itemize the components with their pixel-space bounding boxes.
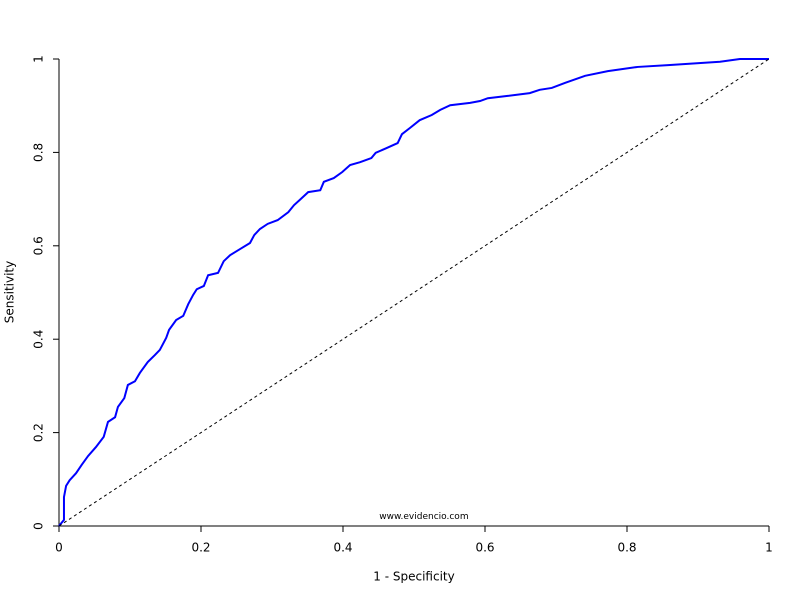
y-tick-label: 0.4	[32, 330, 46, 349]
y-tick-label: 1	[32, 55, 46, 63]
x-tick-label: 0.4	[333, 541, 352, 555]
y-tick-label: 0.2	[32, 423, 46, 442]
roc-curve	[58, 58, 769, 527]
annotation: www.evidencio.com	[379, 512, 468, 522]
y-axis-label: Sensitivity	[3, 261, 17, 323]
y-tick-label: 0.8	[32, 143, 46, 162]
x-tick-label: 0	[55, 541, 63, 555]
y-tick-label: 0	[32, 522, 46, 530]
y-tick-label: 0.6	[32, 236, 46, 255]
x-tick-label: 0.8	[617, 541, 636, 555]
x-tick-label: 1	[765, 541, 773, 555]
x-tick-label: 0.6	[475, 541, 494, 555]
x-axis-label: 1 - Specificity	[373, 570, 454, 584]
reference-line	[58, 58, 770, 527]
x-tick-label: 0.2	[191, 541, 210, 555]
